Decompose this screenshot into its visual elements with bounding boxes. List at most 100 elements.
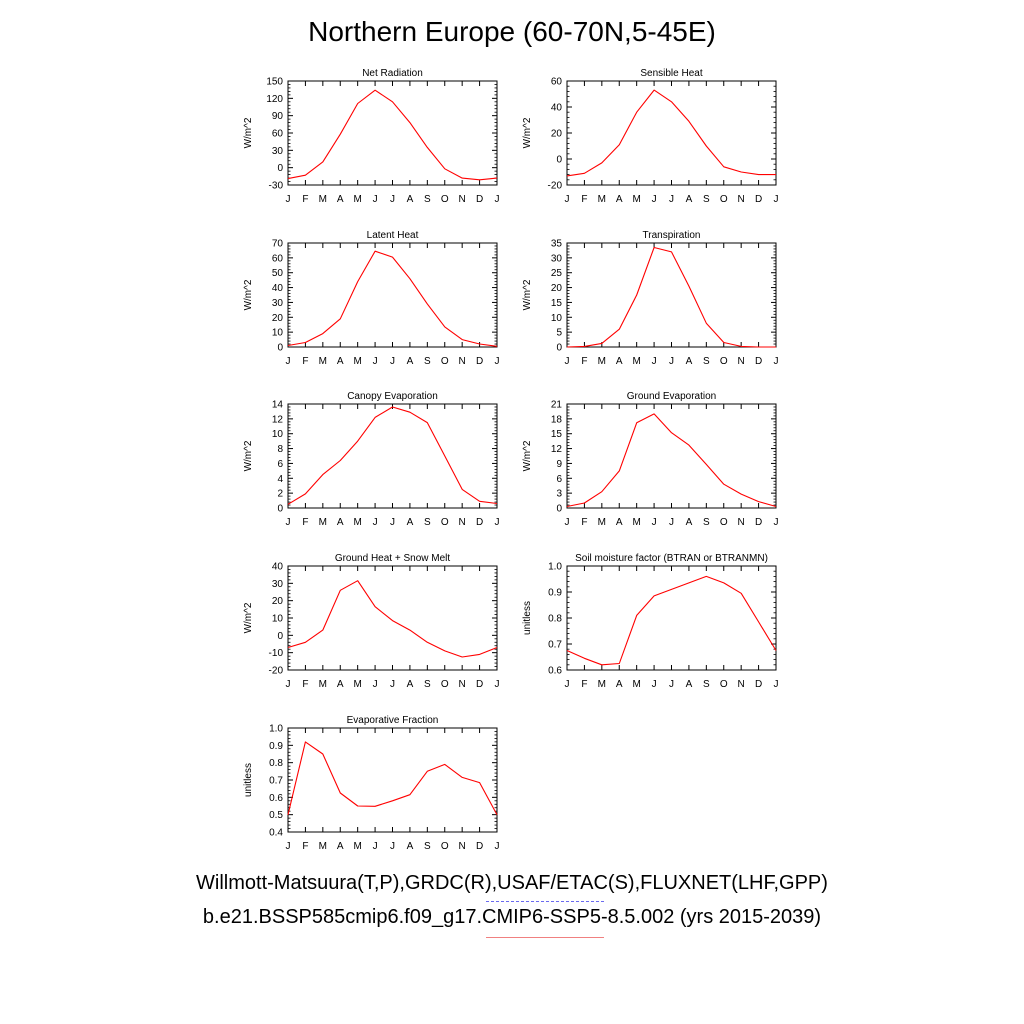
y-tick-label: 10 (272, 328, 284, 339)
x-tick-label: J (286, 679, 291, 690)
x-tick-label: J (286, 517, 291, 528)
x-tick-label: J (774, 679, 779, 690)
x-tick-label: J (286, 194, 291, 205)
x-tick-label: F (302, 517, 308, 528)
panel-title: Evaporative Fraction (347, 715, 439, 726)
x-tick-label: F (581, 679, 587, 690)
x-tick-label: M (353, 194, 361, 205)
x-tick-label: O (441, 679, 449, 690)
y-tick-label: 10 (272, 429, 284, 440)
x-tick-label: M (598, 194, 606, 205)
y-axis-label: W/m^2 (522, 279, 533, 310)
y-tick-label: 0.9 (548, 588, 562, 599)
y-tick-label: 0.9 (269, 741, 283, 752)
x-tick-label: M (353, 841, 361, 852)
x-tick-label: S (424, 517, 431, 528)
x-tick-label: N (459, 841, 466, 852)
x-tick-label: S (703, 517, 710, 528)
x-tick-label: O (720, 194, 728, 205)
series-line (287, 250, 498, 347)
x-tick-label: N (738, 679, 745, 690)
series-line (566, 246, 776, 348)
plot-frame (287, 80, 498, 186)
plot-frame (566, 403, 777, 509)
panel-title: Soil moisture factor (BTRAN or BTRANMN) (575, 553, 768, 564)
y-tick-label: 15 (551, 429, 563, 440)
x-tick-label: F (302, 356, 308, 367)
x-tick-label: J (286, 841, 291, 852)
y-tick-label: 0.6 (269, 793, 283, 804)
x-tick-label: J (495, 679, 500, 690)
x-tick-label: A (616, 356, 623, 367)
x-tick-label: D (755, 194, 762, 205)
y-tick-label: 0.6 (548, 666, 562, 677)
x-tick-label: J (286, 356, 291, 367)
x-tick-label: M (632, 679, 640, 690)
panel-title: Ground Evaporation (627, 391, 717, 402)
x-tick-label: M (353, 679, 361, 690)
x-tick-label: J (495, 356, 500, 367)
y-tick-label: 0 (277, 504, 283, 515)
y-tick-label: 0.8 (548, 614, 562, 625)
x-tick-label: J (390, 194, 395, 205)
y-tick-label: 40 (272, 283, 284, 294)
x-tick-label: O (441, 841, 449, 852)
y-tick-label: 20 (272, 596, 284, 607)
x-tick-label: N (738, 194, 745, 205)
x-tick-label: J (669, 356, 674, 367)
x-tick-label: F (581, 517, 587, 528)
y-axis-label: W/m^2 (243, 602, 254, 633)
y-tick-label: 150 (266, 77, 283, 88)
plot-frame (566, 80, 777, 186)
observations-line-swatch (486, 901, 604, 902)
x-tick-label: S (424, 356, 431, 367)
y-tick-label: 8 (277, 444, 283, 455)
panel-title: Transpiration (643, 230, 701, 241)
series-line (566, 89, 776, 177)
y-tick-label: 20 (551, 283, 563, 294)
model-legend-label: b.e21.BSSP585cmip6.f09_g17.CMIP6-SSP5-8.… (202, 906, 822, 928)
plot-frame (287, 565, 498, 671)
x-tick-label: A (337, 841, 344, 852)
y-tick-label: 2 (277, 489, 283, 500)
y-tick-label: 15 (551, 298, 563, 309)
x-tick-label: J (390, 517, 395, 528)
x-tick-label: A (407, 356, 414, 367)
y-tick-label: 10 (551, 313, 563, 324)
x-tick-label: N (459, 517, 466, 528)
y-tick-label: 40 (551, 103, 563, 114)
series-line (566, 413, 777, 508)
y-tick-label: 0 (277, 343, 283, 354)
y-tick-label: 60 (272, 253, 284, 264)
plot-frame (566, 242, 777, 348)
x-tick-label: J (373, 679, 378, 690)
y-tick-label: 120 (266, 94, 283, 105)
y-axis-label: W/m^2 (522, 440, 533, 471)
y-tick-label: 4 (277, 474, 283, 485)
plot-frame (287, 242, 498, 348)
page-title: Northern Europe (60-70N,5-45E) (308, 16, 716, 47)
x-tick-label: A (337, 679, 344, 690)
y-tick-label: 12 (551, 444, 563, 455)
x-tick-label: O (441, 356, 449, 367)
x-tick-label: J (373, 194, 378, 205)
x-tick-label: D (476, 679, 483, 690)
x-tick-label: M (598, 517, 606, 528)
x-tick-label: A (407, 841, 414, 852)
x-tick-label: A (337, 517, 344, 528)
x-tick-label: M (598, 356, 606, 367)
chart-panel: Ground Heat + Snow Melt W/m^2 -20 -10 0 10 20 3… (243, 553, 500, 690)
x-tick-label: M (319, 679, 327, 690)
y-tick-label: 0 (556, 504, 562, 515)
x-tick-label: D (755, 679, 762, 690)
series-line (566, 575, 777, 666)
x-tick-label: J (565, 194, 570, 205)
x-tick-label: M (598, 679, 606, 690)
y-tick-label: 30 (551, 253, 563, 264)
x-tick-label: J (774, 194, 779, 205)
y-tick-label: 1.0 (548, 562, 562, 573)
